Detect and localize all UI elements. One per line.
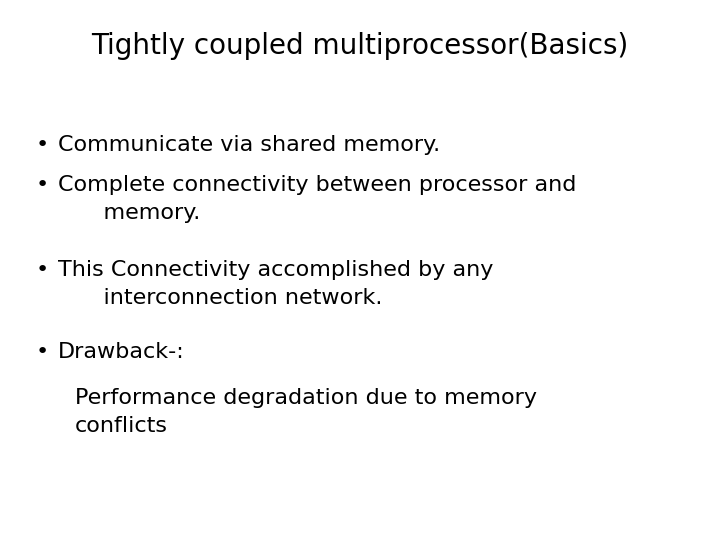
Text: interconnection network.: interconnection network.	[75, 288, 382, 308]
Text: This Connectivity accomplished by any: This Connectivity accomplished by any	[58, 260, 493, 280]
Text: •: •	[35, 260, 49, 280]
Text: •: •	[35, 135, 49, 155]
Text: •: •	[35, 175, 49, 195]
Text: Drawback-:: Drawback-:	[58, 342, 185, 362]
Text: memory.: memory.	[75, 203, 200, 223]
Text: Complete connectivity between processor and: Complete connectivity between processor …	[58, 175, 577, 195]
Text: Communicate via shared memory.: Communicate via shared memory.	[58, 135, 440, 155]
Text: •: •	[35, 342, 49, 362]
Text: Tightly coupled multiprocessor(Basics): Tightly coupled multiprocessor(Basics)	[91, 32, 629, 60]
Text: conflicts: conflicts	[75, 416, 168, 436]
Text: Performance degradation due to memory: Performance degradation due to memory	[75, 388, 537, 408]
